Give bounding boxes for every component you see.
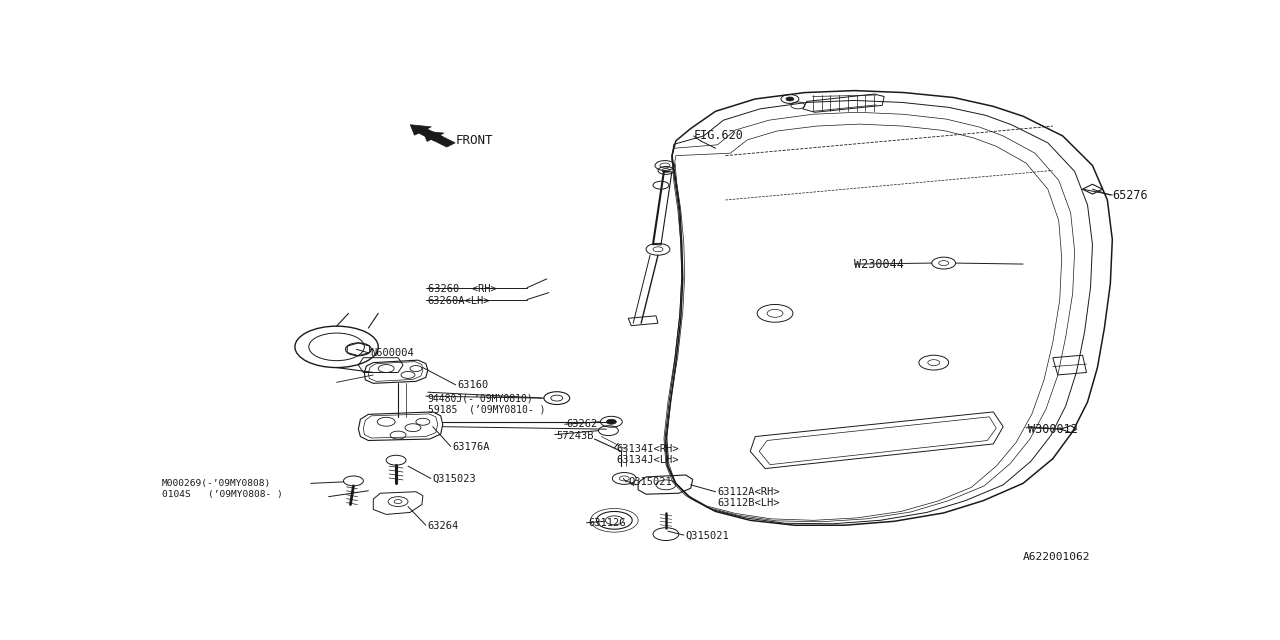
Text: 59185  (’09MY0810- ): 59185 (’09MY0810- ) <box>428 404 545 415</box>
Text: 63260  <RH>: 63260 <RH> <box>428 284 497 294</box>
Circle shape <box>607 419 617 424</box>
Text: 63262: 63262 <box>567 419 598 429</box>
Text: 65276: 65276 <box>1112 189 1148 202</box>
Text: 63260A<LH>: 63260A<LH> <box>428 296 490 306</box>
Text: 63112B<LH>: 63112B<LH> <box>718 497 780 508</box>
Text: 63112G: 63112G <box>589 518 626 528</box>
Text: A622001062: A622001062 <box>1023 552 1091 563</box>
Text: Q315023: Q315023 <box>433 474 476 483</box>
Text: 63176A: 63176A <box>453 442 490 452</box>
Text: W230044: W230044 <box>855 257 904 271</box>
Text: 63134J<LH>: 63134J<LH> <box>617 455 678 465</box>
Text: Q315021: Q315021 <box>686 531 730 541</box>
Text: M000269(-’09MY0808): M000269(-’09MY0808) <box>163 479 271 488</box>
Text: 63160: 63160 <box>458 380 489 390</box>
Text: 63112A<RH>: 63112A<RH> <box>718 487 780 497</box>
Text: Q315021: Q315021 <box>628 477 672 487</box>
Text: 94480J(-’09MY0810): 94480J(-’09MY0810) <box>428 393 534 403</box>
Text: 63264: 63264 <box>428 521 460 531</box>
Text: 0104S   (’09MY0808- ): 0104S (’09MY0808- ) <box>163 490 283 499</box>
Text: 63134I<RH>: 63134I<RH> <box>617 444 678 454</box>
Text: FIG.620: FIG.620 <box>694 129 744 143</box>
Text: W300012: W300012 <box>1028 422 1078 436</box>
Text: FRONT: FRONT <box>456 134 493 147</box>
Polygon shape <box>422 131 456 147</box>
Circle shape <box>786 97 794 101</box>
Text: N600004: N600004 <box>370 348 413 358</box>
Polygon shape <box>411 125 443 141</box>
Text: 57243B: 57243B <box>557 431 594 440</box>
